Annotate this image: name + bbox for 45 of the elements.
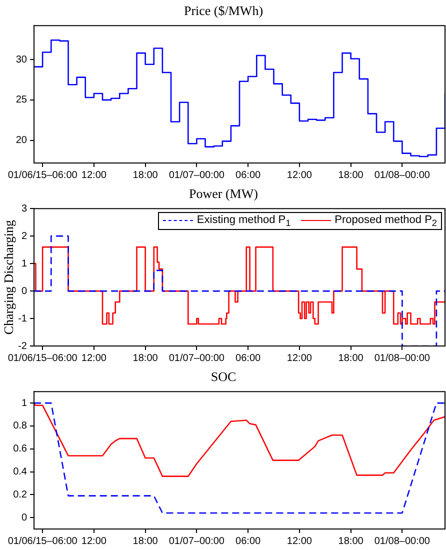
y-tick-label: 20: [16, 135, 28, 146]
y-tick-label: 0.8: [13, 420, 28, 432]
y-tick-label: 1: [21, 398, 28, 409]
x-tick-label: 18:00: [132, 536, 158, 547]
x-tick-label: 01/07–00:00: [168, 536, 225, 547]
y-tick-label: 0.2: [13, 489, 28, 500]
x-tick-label: 12:00: [81, 170, 107, 181]
x-tick-label: 12:00: [81, 536, 107, 547]
legend-label: Proposed method P$_{2}$: [334, 214, 437, 228]
legend-label: Existing method P$_{1}$: [196, 214, 291, 228]
x-tick-label: 01/06/15–06:00: [8, 536, 78, 547]
x-tick-label: 06:00: [236, 170, 262, 181]
x-tick-label: 01/08–00:00: [374, 536, 430, 547]
y-tick-label: 30: [16, 54, 28, 66]
chart-title: SOC: [210, 369, 236, 384]
chart-title: Price ($/MWh): [184, 3, 264, 18]
x-tick-label: 18:00: [132, 170, 158, 181]
y-tick-label: 2: [21, 230, 28, 242]
x-tick-label: 01/08–00:00: [374, 352, 430, 364]
y-tick-label: -2: [18, 340, 28, 352]
x-tick-label: 18:00: [338, 170, 364, 181]
y-tick-label: 0: [21, 286, 28, 297]
x-tick-label: 06:00: [236, 352, 262, 364]
x-tick-label: 06:00: [236, 536, 262, 547]
y-tick-label: 0: [21, 512, 28, 524]
y-tick-label: 25: [16, 94, 28, 106]
y-tick-label: 0.6: [13, 444, 28, 455]
y-tick-label: 0.4: [13, 466, 28, 478]
y-tick-label: 1: [21, 258, 28, 270]
y-tick-label: 3: [21, 203, 28, 214]
x-tick-label: 01/08–00:00: [374, 170, 430, 181]
x-tick-label: 12:00: [286, 352, 312, 364]
chart-title: Power (MW): [189, 186, 258, 202]
x-tick-label: 18:00: [132, 352, 158, 364]
x-tick-label: 01/06/15–06:00: [8, 352, 78, 364]
x-tick-label: 18:00: [338, 536, 364, 547]
x-tick-label: 18:00: [338, 352, 364, 364]
x-tick-label: 12:00: [286, 170, 312, 181]
x-tick-label: 12:00: [286, 536, 312, 547]
x-tick-label: 12:00: [81, 352, 107, 364]
x-tick-label: 01/07–00:00: [168, 170, 225, 181]
y-axis-title: Charging Discharging: [1, 219, 16, 335]
x-tick-label: 01/06/15–06:00: [8, 170, 78, 181]
y-tick-label: -1: [18, 313, 28, 324]
x-tick-label: 01/07–00:00: [168, 352, 225, 364]
